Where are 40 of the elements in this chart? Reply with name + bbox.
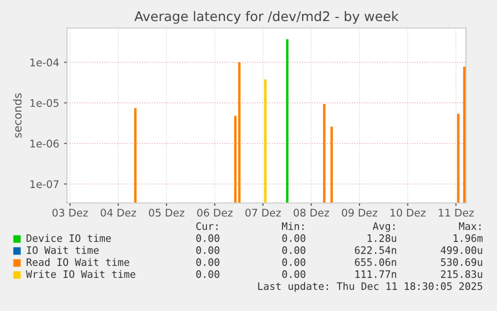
text: 622.54n (354, 246, 396, 254)
text: Cur: (196, 222, 218, 230)
text: 215.83u (441, 270, 482, 278)
y-tick-label: 1e-05 (30, 99, 58, 107)
chart-title: Average latency for /dev/md2 - by week (134, 11, 399, 24)
text: Max: (459, 222, 481, 230)
text: 0.00 (196, 234, 220, 242)
x-tick-label: 07 Dez (245, 208, 281, 217)
x-tick-label: 05 Dez (148, 208, 184, 217)
x-tick-label: 03 Dez (52, 208, 88, 217)
text: Avg: (372, 222, 395, 232)
text: 499.00u (440, 246, 482, 254)
y-tick-label: 1e-04 (30, 58, 59, 66)
text: Min: (282, 222, 304, 230)
text: 0.00 (282, 270, 306, 278)
legend-label: Read IO Wait time (26, 258, 130, 266)
text: 111.77n (355, 270, 396, 278)
text: 0.00 (196, 246, 220, 254)
text: 530.69u (440, 258, 482, 266)
text: 0.00 (196, 258, 220, 266)
text: 1.28u (368, 234, 396, 242)
text: Last update: Thu Dec 11 18:30:05 2025 (258, 282, 482, 292)
legend-label: Write IO Wait time (26, 270, 136, 278)
x-tick-label: 11 Dez (438, 208, 474, 217)
text: 0.00 (282, 234, 306, 242)
y-tick-label: 1e-07 (30, 180, 58, 188)
text: 0.00 (196, 270, 220, 278)
x-tick-label: 09 Dez (342, 208, 378, 217)
text: 1.96m (454, 234, 483, 242)
y-tick-label: 1e-06 (30, 140, 59, 148)
y-axis-title: seconds (13, 93, 22, 138)
x-tick-label: 10 Dez (390, 208, 426, 217)
x-tick-label: 04 Dez (100, 208, 136, 217)
text: 0.00 (282, 246, 306, 254)
text: 0.00 (282, 258, 306, 266)
legend-label: IO Wait time (26, 246, 99, 254)
x-tick-label: 06 Dez (197, 208, 233, 217)
text: 655.06n (354, 258, 396, 266)
x-tick-label: 08 Dez (294, 208, 330, 217)
legend-label: Device IO time (26, 234, 111, 242)
